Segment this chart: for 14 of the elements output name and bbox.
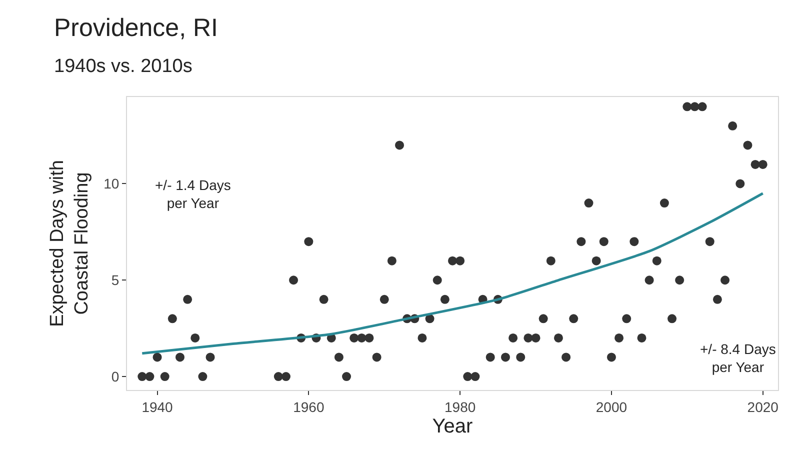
y-tick-label: 0 xyxy=(111,368,120,384)
x-axis-title: Year xyxy=(432,415,474,438)
x-tick-label: 1960 xyxy=(293,398,324,415)
x-tick-label: 2020 xyxy=(747,398,779,415)
chart-title: Providence, RI xyxy=(54,14,218,42)
y-axis-title: Expected Days with Coastal Flooding xyxy=(46,160,92,327)
x-tick-label: 1980 xyxy=(444,398,476,415)
x-tick-label: 1940 xyxy=(142,398,174,415)
y-tick-label: 10 xyxy=(104,176,120,192)
annotation: +/- 8.4 Days per Year xyxy=(700,341,776,376)
chart-subtitle: 1940s vs. 2010s xyxy=(54,56,192,77)
x-tick-label: 2000 xyxy=(596,398,628,415)
annotation: +/- 1.4 Days per Year xyxy=(155,177,231,212)
y-tick-label: 5 xyxy=(111,272,120,288)
